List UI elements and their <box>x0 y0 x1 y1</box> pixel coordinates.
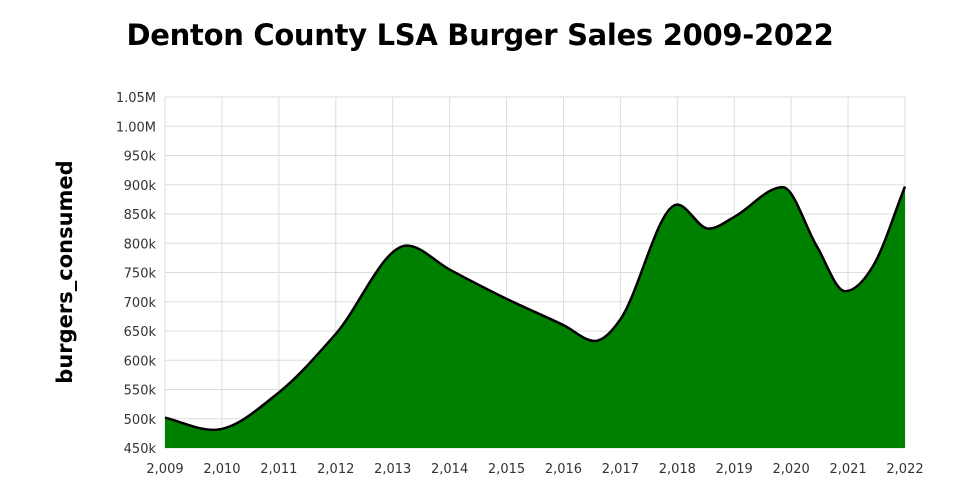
area-series <box>164 185 907 448</box>
y-tick-label: 600k <box>124 354 157 369</box>
x-tick-label: 2,020 <box>773 462 810 477</box>
x-tick-label: 2,010 <box>203 462 240 477</box>
x-tick-label: 2,022 <box>886 462 923 477</box>
x-tick-label: 2,009 <box>146 462 183 477</box>
y-tick-label: 950k <box>124 150 157 165</box>
y-tick-label: 1.00M <box>116 120 156 135</box>
y-axis-title: burgers_consumed <box>53 160 77 383</box>
y-tick-label: 650k <box>124 325 157 340</box>
x-axis-ticks: 2,009 2,010 2,011 2,012 2,013 2,014 2,015 2,016… <box>146 462 923 477</box>
y-tick-label: 850k <box>124 208 157 223</box>
x-tick-label: 2,016 <box>545 462 582 477</box>
x-tick-label: 2,021 <box>829 462 866 477</box>
y-tick-label: 700k <box>124 296 157 311</box>
x-tick-label: 2,013 <box>374 462 411 477</box>
y-tick-label: 550k <box>124 384 157 399</box>
y-tick-label: 450k <box>124 442 157 457</box>
y-tick-label: 900k <box>124 179 157 194</box>
chart-title: Denton County LSA Burger Sales 2009-2022 <box>126 18 834 52</box>
x-tick-label: 2,018 <box>659 462 696 477</box>
x-tick-label: 2,014 <box>431 462 468 477</box>
y-tick-label: 1.05M <box>116 91 156 106</box>
area-fill <box>165 186 905 448</box>
series-line <box>164 185 907 432</box>
x-tick-label: 2,011 <box>260 462 297 477</box>
x-tick-label: 2,015 <box>488 462 525 477</box>
y-tick-label: 750k <box>124 267 157 282</box>
x-tick-label: 2,012 <box>317 462 354 477</box>
y-tick-label: 500k <box>124 413 157 428</box>
y-axis-ticks: 450k 500k 550k 600k 650k 700k 750k 800k 850k 900k… <box>116 91 157 457</box>
x-tick-label: 2,017 <box>602 462 639 477</box>
x-tick-label: 2,019 <box>716 462 753 477</box>
y-tick-label: 800k <box>124 237 157 252</box>
